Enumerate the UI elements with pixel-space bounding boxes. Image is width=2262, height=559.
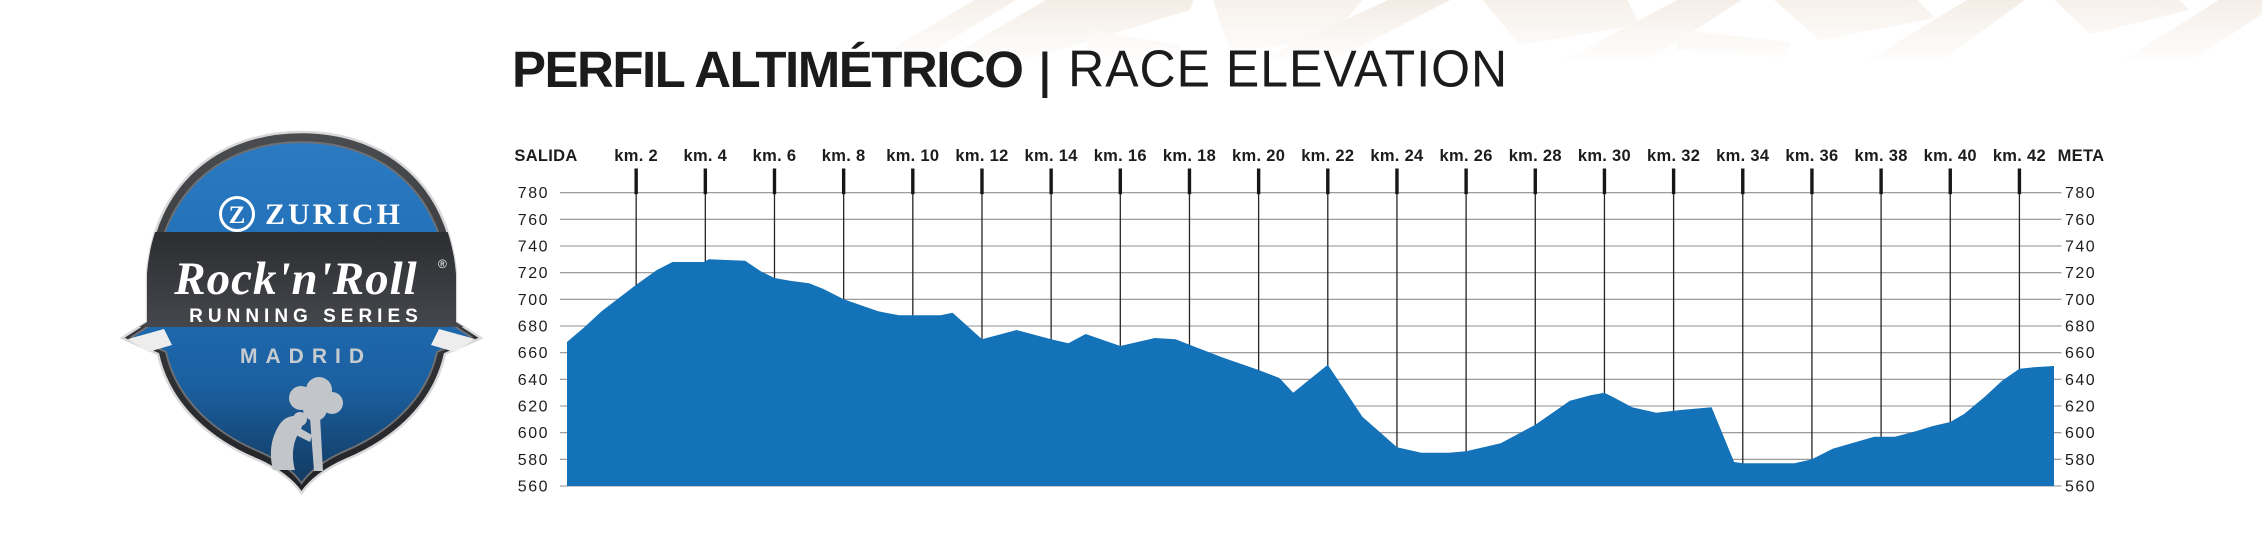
elevation-label-right: 600 xyxy=(2065,425,2096,442)
top-axis-label: km. 30 xyxy=(1578,147,1631,165)
top-axis-label: km. 2 xyxy=(614,147,658,165)
elevation-label-right: 700 xyxy=(2065,292,2096,309)
top-axis-label: km. 12 xyxy=(955,147,1008,165)
title-separator: | xyxy=(1039,44,1051,98)
elevation-label-left: 740 xyxy=(518,239,549,256)
badge-band xyxy=(122,232,481,327)
top-axis-label: km. 18 xyxy=(1163,147,1216,165)
brand-sub: RUNNING SERIES xyxy=(189,306,423,327)
top-axis-label: km. 38 xyxy=(1855,147,1908,165)
elevation-label-right: 720 xyxy=(2065,265,2096,282)
zurich-circle-icon xyxy=(219,196,255,232)
zurich-logo: Z ZURICH xyxy=(219,196,403,232)
top-axis-label: km. 36 xyxy=(1785,147,1838,165)
top-axis-label: km. 4 xyxy=(683,147,727,165)
elevation-label-left: 780 xyxy=(518,185,549,202)
brand-registered-icon: ® xyxy=(438,257,447,271)
elevation-label-right: 740 xyxy=(2065,239,2096,256)
elevation-area xyxy=(567,259,2054,486)
elevation-label-right: 620 xyxy=(2065,399,2096,416)
elevation-label-left: 700 xyxy=(518,292,549,309)
top-axis-label: km. 28 xyxy=(1509,147,1562,165)
badge-wing-left-icon xyxy=(128,329,172,352)
top-axis-label: km. 8 xyxy=(822,147,866,165)
top-axis-label: km. 16 xyxy=(1094,147,1147,165)
badge-wing-right-icon xyxy=(431,329,475,352)
elevation-label-left: 620 xyxy=(518,399,549,416)
top-axis-label: km. 14 xyxy=(1025,147,1079,165)
top-axis-label: km. 6 xyxy=(753,147,797,165)
top-axis-label: km. 22 xyxy=(1301,147,1354,165)
title-primary: PERFIL ALTIMÉTRICO xyxy=(512,41,1024,98)
top-axis-label: km. 10 xyxy=(886,147,939,165)
top-axis-label: km. 34 xyxy=(1716,147,1770,165)
elevation-label-right: 660 xyxy=(2065,345,2096,362)
elevation-label-left: 680 xyxy=(518,319,549,336)
elevation-label-right: 580 xyxy=(2065,452,2096,469)
elevation-label-left: 720 xyxy=(518,265,549,282)
elevation-label-left: 760 xyxy=(518,212,549,229)
elevation-label-left: 580 xyxy=(518,452,549,469)
top-axis-label: km. 24 xyxy=(1370,147,1424,165)
top-axis-label: km. 32 xyxy=(1647,147,1700,165)
top-axis-label: km. 26 xyxy=(1440,147,1493,165)
elevation-label-right: 640 xyxy=(2065,372,2096,389)
top-axis-label: META xyxy=(2058,147,2105,165)
zurich-z: Z xyxy=(229,202,246,229)
bear-and-tree-icon xyxy=(270,377,343,471)
top-axis-label: km. 20 xyxy=(1232,147,1285,165)
page-title: PERFIL ALTIMÉTRICO | RACE ELEVATION xyxy=(512,40,1508,99)
event-badge: Z ZURICH Rock'n'Roll ® RUNNING SERIES MA… xyxy=(119,130,484,496)
zurich-wordmark: ZURICH xyxy=(265,198,403,231)
title-secondary: RACE ELEVATION xyxy=(1068,39,1509,98)
elevation-label-left: 600 xyxy=(518,425,549,442)
top-axis-label: km. 40 xyxy=(1924,147,1977,165)
brand-script: Rock'n'Roll xyxy=(173,253,417,305)
elevation-label-left: 640 xyxy=(518,372,549,389)
elevation-label-right: 680 xyxy=(2065,319,2096,336)
elevation-label-left: 660 xyxy=(518,345,549,362)
elevation-label-left: 560 xyxy=(518,479,549,496)
top-axis-label: km. 42 xyxy=(1993,147,2046,165)
elevation-label-right: 560 xyxy=(2065,479,2096,496)
elevation-label-right: 760 xyxy=(2065,212,2096,229)
city-label: MADRID xyxy=(240,345,372,368)
top-axis-label: SALIDA xyxy=(514,147,577,165)
watermark-fade xyxy=(0,0,2262,64)
elevation-label-right: 780 xyxy=(2065,185,2096,202)
